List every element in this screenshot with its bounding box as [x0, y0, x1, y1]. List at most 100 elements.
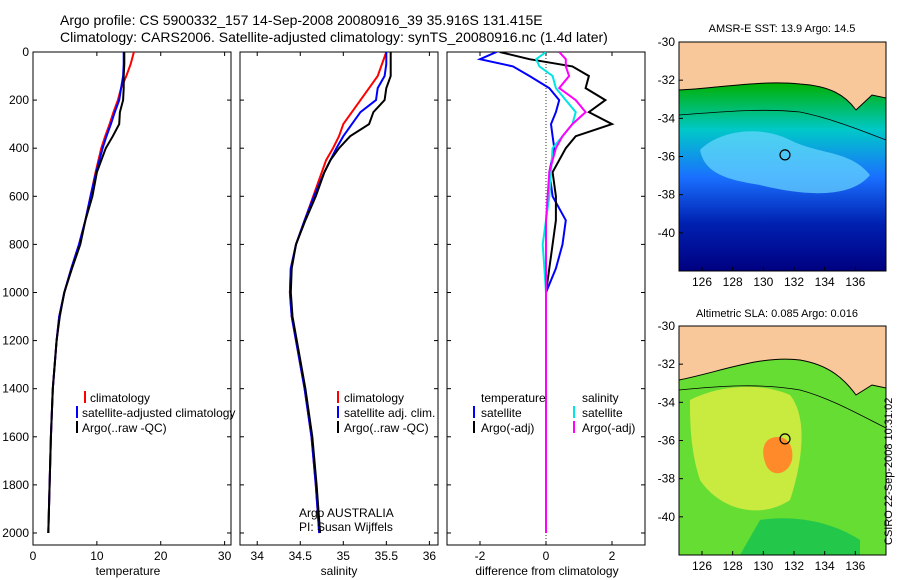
x-tick-label: 35.5: [375, 549, 399, 563]
map-x-tick-label: 134: [815, 559, 835, 573]
legend-label-satellite-adjusted: satellite-adjusted climatology: [82, 406, 235, 420]
y-tick-label: 2000: [2, 526, 29, 540]
sst-map-ticks: 126 128 130 132 134 136 -30 -32 -34 -36 -38 -40: [658, 35, 866, 289]
float-program-label: Argo AUSTRALIA: [299, 506, 394, 520]
map-y-tick-label: -34: [658, 395, 676, 409]
map-x-tick-label: 132: [784, 275, 804, 289]
figure-title-line1: Argo profile: CS 5900332_157 14-Sep-2008…: [60, 12, 543, 28]
series-line-temperature-satellite: [476, 52, 567, 533]
x-tick-label: 30: [218, 549, 232, 563]
legend-label-satellite-adj: satellite adj. clim.: [344, 406, 435, 420]
salinity-legend: climatology satellite adj. clim. Argo(..…: [337, 391, 435, 435]
map-x-tick-label: 132: [784, 559, 804, 573]
map-y-tick-label: -40: [658, 510, 676, 524]
salinity-profile-panel: 34 34.5 35 35.5 36 salinity climatology sate…: [239, 51, 439, 578]
salinity-plot-frame: [239, 51, 439, 546]
sla-map-panel: Altimetric SLA: 0.085 Argo: 0.016 126 128…: [658, 308, 887, 573]
x-tick-label: 0: [30, 549, 37, 563]
float-pi-label: PI: Susan Wijffels: [299, 520, 393, 534]
x-tick-label: 2: [609, 549, 616, 563]
sla-negative-anomaly: [740, 518, 860, 555]
temperature-xlabel: temperature: [96, 564, 161, 578]
map-x-tick-label: 126: [692, 559, 712, 573]
map-x-tick-label: 136: [845, 559, 865, 573]
y-tick-label: 1800: [2, 478, 29, 492]
difference-xlabel: difference from climatology: [475, 564, 618, 578]
map-x-tick-label: 128: [723, 559, 743, 573]
x-tick-label: 36: [423, 549, 437, 563]
salinity-series: [288, 52, 392, 534]
map-x-tick-label: 134: [815, 275, 835, 289]
map-x-tick-label: 126: [692, 275, 712, 289]
series-line-salinity-argo-adj: [545, 52, 587, 533]
sst-map-field: [679, 42, 886, 271]
series-line-argo-raw-qc: [47, 52, 126, 534]
sst-map-panel: AMSR-E SST: 13.9 Argo: 14.5 126 128 130 132…: [658, 23, 887, 289]
series-line-climatology: [288, 52, 388, 534]
x-tick-label: 34.5: [289, 549, 313, 563]
legend-label-argo: Argo(..raw -QC): [344, 421, 429, 435]
series-line-satellite-adj-clim: [288, 52, 388, 534]
temperature-profile-panel: 0 10 20 30 0 200 400 600 800 1000 1200 1400 1600 1800…: [2, 45, 235, 578]
sla-map-ticks: 126 128 130 132 134 136 -30 -32 -34 -36 -38 -40: [658, 319, 866, 573]
map-y-tick-label: -32: [658, 357, 676, 371]
difference-profile-panel: -2 0 2 difference from climatology tempera…: [446, 51, 646, 578]
x-tick-label: 0: [543, 549, 550, 563]
y-tick-label: 0: [22, 45, 29, 59]
figure-title-line2: Climatology: CARS2006. Satellite-adjuste…: [60, 29, 608, 45]
sla-high-anomaly: [763, 436, 793, 474]
sla-positive-anomaly: [690, 386, 802, 511]
y-tick-label: 600: [9, 189, 29, 203]
map-y-tick-label: -36: [658, 150, 676, 164]
x-tick-label: 10: [90, 549, 104, 563]
temperature-plot-frame: [32, 51, 232, 546]
series-line-argo-raw-qc: [289, 52, 392, 534]
y-tick-label: 1400: [2, 382, 29, 396]
x-tick-label: 34: [251, 549, 265, 563]
legend-header-salinity: salinity: [582, 391, 619, 405]
series-line-satellite-adjusted-climatology: [47, 52, 125, 534]
legend-label-sal-satellite: satellite: [582, 406, 623, 420]
salinity-xlabel: salinity: [321, 564, 358, 578]
y-tick-label: 400: [9, 141, 29, 155]
legend-label-argo: Argo(..raw -QC): [82, 421, 167, 435]
x-tick-label: -2: [475, 549, 486, 563]
map-x-tick-label: 136: [845, 275, 865, 289]
map-x-tick-label: 130: [753, 275, 773, 289]
y-tick-label: 1200: [2, 334, 29, 348]
series-line-temperature-argo-adj: [499, 52, 615, 533]
difference-legend: temperature salinity satellite Argo(-adj…: [473, 391, 635, 435]
map-y-tick-label: -38: [658, 188, 676, 202]
legend-label-climatology: climatology: [90, 391, 150, 405]
sla-argo-location-marker: [779, 433, 791, 445]
sst-contour: [679, 109, 886, 141]
sla-contour: [679, 385, 886, 429]
series-line-climatology: [47, 52, 135, 534]
sst-argo-location-marker: [779, 149, 791, 161]
sst-map-title: AMSR-E SST: 13.9 Argo: 14.5: [709, 23, 856, 35]
sla-map-title: Altimetric SLA: 0.085 Argo: 0.016: [696, 308, 858, 320]
temperature-series: [47, 52, 135, 534]
side-stamp: CSIRO 22-Sep-2008 10:31:02: [883, 398, 895, 545]
difference-axis-ticks: -2 0 2: [447, 51, 645, 563]
difference-series: [476, 52, 615, 545]
x-tick-label: 35: [337, 549, 351, 563]
legend-label-climatology: climatology: [344, 391, 404, 405]
map-y-tick-label: -30: [658, 35, 676, 49]
temperature-axis-ticks: 0 10 20 30 0 200 400 600 800 1000 1200 1400 1600 1800…: [2, 45, 231, 563]
sla-map-field: [679, 326, 886, 555]
legend-label-temp-satellite: satellite: [481, 406, 522, 420]
legend-label-temp-argo: Argo(-adj): [481, 421, 534, 435]
map-y-tick-label: -32: [658, 73, 676, 87]
y-tick-label: 1600: [2, 430, 29, 444]
sst-coastline: [679, 82, 886, 111]
x-tick-label: 20: [154, 549, 168, 563]
map-x-tick-label: 130: [753, 559, 773, 573]
y-tick-label: 800: [9, 237, 29, 251]
map-x-tick-label: 128: [723, 275, 743, 289]
map-y-tick-label: -40: [658, 226, 676, 240]
sla-coastline: [679, 358, 886, 396]
sst-warm-eddy: [700, 131, 870, 194]
legend-header-temperature: temperature: [481, 391, 546, 405]
series-line-salinity-satellite: [534, 52, 577, 533]
